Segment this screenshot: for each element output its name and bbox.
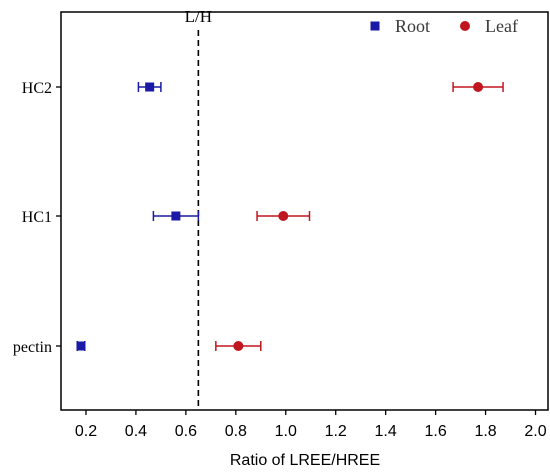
reference-line-label: L/H bbox=[185, 7, 212, 26]
x-tick-label: 1.0 bbox=[275, 423, 297, 440]
root-point bbox=[171, 211, 181, 221]
leaf-point bbox=[473, 82, 484, 92]
x-tick-label: 1.4 bbox=[375, 423, 397, 440]
x-tick-label: 0.8 bbox=[225, 423, 247, 440]
legend-leaf-label: Leaf bbox=[485, 16, 518, 36]
root-point bbox=[76, 341, 86, 351]
legend-root-marker bbox=[370, 21, 380, 31]
x-tick-label: 0.2 bbox=[75, 423, 97, 440]
leaf-point bbox=[233, 341, 244, 351]
x-tick-label: 1.8 bbox=[474, 423, 496, 440]
category-label: HC1 bbox=[22, 209, 52, 226]
leaf-point bbox=[278, 211, 289, 221]
x-tick-label: 1.6 bbox=[424, 423, 446, 440]
x-tick-label: 2.0 bbox=[524, 423, 546, 440]
category-labels: HC2 HC1 pectin bbox=[13, 80, 61, 356]
x-axis-ticks: 0.2 0.4 0.6 0.8 1.0 1.2 1.4 1.6 1.8 2.0 bbox=[75, 410, 547, 440]
legend-leaf-marker bbox=[460, 21, 470, 31]
x-axis-title: Ratio of LREE/HREE bbox=[230, 452, 380, 469]
x-tick-label: 0.6 bbox=[175, 423, 197, 440]
data-marks bbox=[76, 82, 504, 351]
legend-root-label: Root bbox=[395, 16, 430, 36]
legend: Root Leaf bbox=[370, 16, 518, 36]
x-tick-label: 1.2 bbox=[325, 423, 347, 440]
category-label: HC2 bbox=[22, 80, 52, 97]
root-point bbox=[145, 82, 155, 92]
plot-frame bbox=[60, 11, 549, 411]
x-tick-label: 0.4 bbox=[125, 423, 147, 440]
category-label: pectin bbox=[13, 339, 52, 356]
